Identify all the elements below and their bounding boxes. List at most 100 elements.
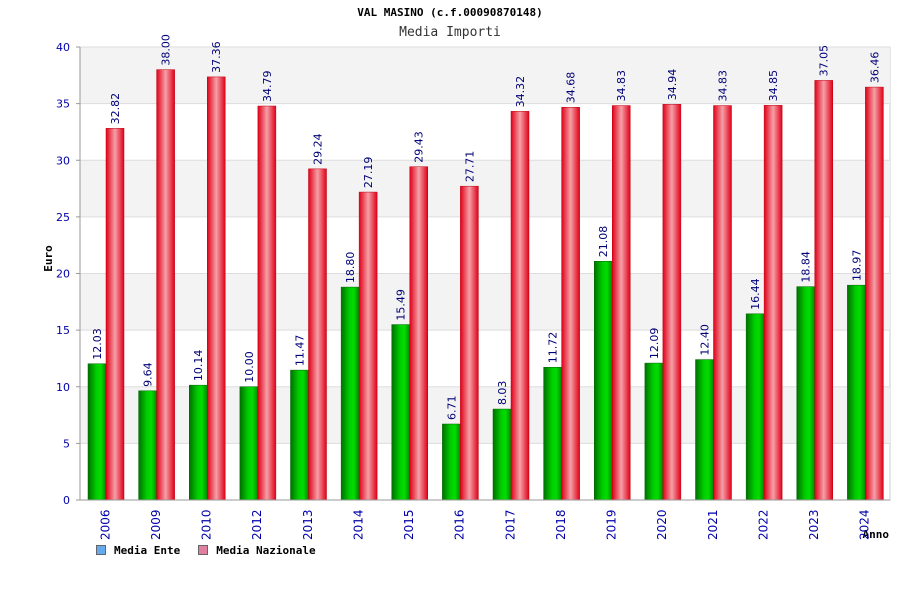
x-tick-label: 2020 [655,509,669,540]
bar-media-nazionale [409,166,428,501]
legend-swatch-media-ente [96,545,106,555]
y-tick-label: 10 [56,381,70,394]
y-tick-label: 15 [56,324,70,337]
bar-media-nazionale [460,185,479,501]
y-tick-label: 5 [63,437,70,450]
x-tick-label: 2019 [605,509,619,540]
data-label: 10.00 [243,351,256,383]
data-label: 32.82 [109,93,122,125]
data-label: 34.83 [615,70,628,102]
y-tick-label: 0 [63,494,70,507]
data-label: 11.72 [547,332,560,364]
bar-media-ente [87,363,107,501]
data-label: 34.79 [261,71,274,103]
bar-media-nazionale [105,128,125,501]
bar-media-ente [391,324,410,501]
data-label: 37.36 [210,41,223,73]
bar-media-ente [695,359,714,501]
legend-item-media-nazionale: Media Nazionale [198,543,316,557]
x-tick-label: 2015 [402,509,416,540]
y-tick-label: 20 [56,268,70,281]
data-label: 12.09 [648,328,661,360]
y-tick-label: 40 [56,41,70,54]
x-tick-label: 2009 [149,509,163,540]
bar-media-ente [644,362,664,501]
bar-media-ente [492,408,512,501]
legend-label-media-nazionale: Media Nazionale [216,543,316,557]
data-label: 9.64 [142,362,155,387]
y-axis-title: Euro [42,245,55,272]
bar-media-ente [340,286,360,501]
data-label: 10.14 [192,350,205,382]
bar-media-ente [138,390,157,501]
data-label: 27.71 [463,151,476,183]
bar-media-ente [189,384,208,501]
x-tick-label: 2022 [756,509,770,540]
bar-media-nazionale [612,105,631,501]
bar-media-ente [745,313,765,501]
data-label: 37.05 [818,45,831,77]
data-label: 6.71 [445,396,458,421]
bar-media-nazionale [308,168,327,501]
bar-media-nazionale [358,191,378,501]
legend-label-media-ente: Media Ente [114,543,181,557]
bar-media-ente [239,386,259,501]
data-label: 15.49 [395,289,408,321]
x-tick-label: 2024 [858,509,872,540]
bar-media-ente [543,367,562,501]
data-label: 27.19 [362,157,375,189]
data-label: 18.84 [800,251,813,283]
bar-media-nazionale [763,105,783,501]
bar-media-ente [796,286,815,501]
bar-media-nazionale [156,69,175,501]
bar-media-nazionale [865,86,884,501]
data-label: 8.03 [496,381,509,406]
y-tick-label: 35 [56,98,70,111]
data-label: 11.47 [294,335,307,367]
data-label: 16.44 [749,278,762,310]
chart-title: VAL MASINO (c.f.00090870148) [357,6,543,19]
data-label: 12.03 [91,328,104,360]
x-tick-label: 2018 [554,509,568,540]
legend-swatch-media-nazionale [198,545,209,555]
data-label: 34.85 [767,70,780,102]
bar-media-nazionale [207,76,226,501]
bar-media-nazionale [510,111,530,501]
data-label: 36.46 [868,52,881,84]
x-tick-label: 2013 [301,509,315,540]
data-label: 34.83 [717,70,730,102]
data-label: 34.94 [666,69,679,101]
bar-media-ente [442,423,461,501]
x-axis-title: Anno [863,528,890,541]
bar-media-nazionale [814,80,833,501]
bar-media-ente [847,284,866,501]
bar-media-nazionale [257,105,277,501]
bar-media-ente [290,369,309,501]
bar-media-nazionale [561,106,580,501]
data-label: 18.80 [344,252,357,284]
data-label: 12.40 [699,324,712,356]
data-label: 29.24 [312,133,325,165]
data-label: 34.68 [565,72,578,104]
bar-media-nazionale [713,105,732,501]
x-tick-label: 2016 [453,509,467,540]
legend-item-media-ente: Media Ente [96,544,180,557]
x-tick-label: 2023 [807,509,821,540]
data-label: 18.97 [850,250,863,282]
legend: Media Ente Media Nazionale [96,542,334,558]
bar-media-ente [594,261,613,501]
data-label: 34.32 [514,76,527,108]
x-tick-label: 2014 [351,509,365,540]
bar-media-nazionale [662,104,682,501]
x-tick-label: 2021 [706,509,720,540]
data-label: 38.00 [160,34,173,66]
x-tick-label: 2006 [98,509,112,540]
x-tick-label: 2010 [200,509,214,540]
data-label: 29.43 [413,131,426,163]
data-label: 21.08 [597,226,610,258]
x-tick-label: 2012 [250,509,264,540]
y-tick-label: 25 [56,211,70,224]
chart-subtitle: Media Importi [399,25,501,40]
